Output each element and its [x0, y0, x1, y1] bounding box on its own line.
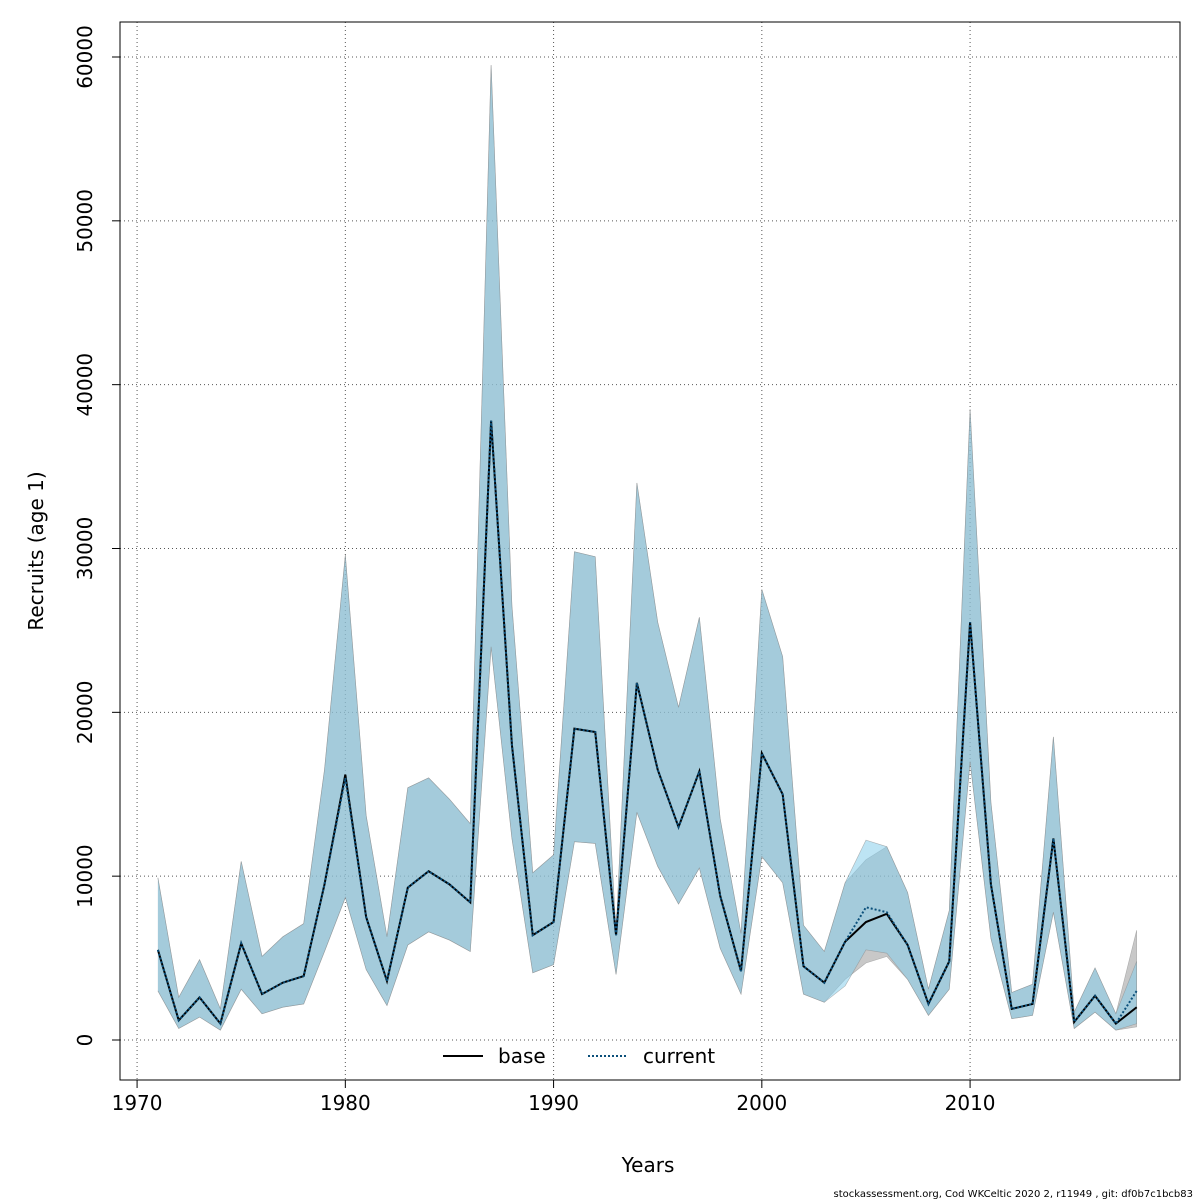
x-tick-label: 2000 [736, 1091, 787, 1115]
legend: base current [443, 1044, 715, 1068]
legend-label: current [643, 1044, 715, 1068]
x-axis-label: Years [621, 1153, 675, 1177]
x-tick-label: 1990 [528, 1091, 579, 1115]
y-tick-label: 20000 [73, 681, 97, 745]
y-tick-label: 30000 [73, 517, 97, 581]
plot-frame [119, 21, 1181, 1081]
x-tick-label: 1970 [112, 1091, 163, 1115]
footer: stockassessment.org, Cod WKCeltic 2020 2… [833, 1189, 1193, 1200]
y-tick-label: 40000 [73, 353, 97, 417]
line [156, 420, 1138, 1026]
y-tick-label: 0 [73, 1034, 97, 1047]
y-tick-label: 10000 [73, 844, 97, 908]
y-tick-label: 50000 [73, 189, 97, 253]
y-axis-label: Recruits (age 1) [24, 471, 48, 630]
y-tick-label: 60000 [73, 25, 97, 89]
legend-label: base [498, 1044, 546, 1068]
x-tick-label: 2010 [945, 1091, 996, 1115]
confidence-band [157, 65, 1137, 1031]
x-tick-label: 1980 [320, 1091, 371, 1115]
